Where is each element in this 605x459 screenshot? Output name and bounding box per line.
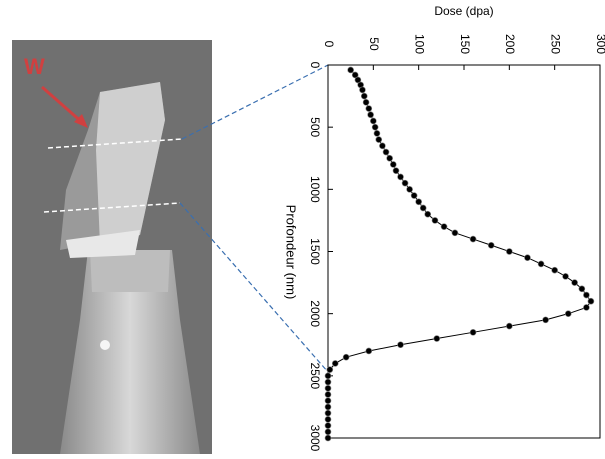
- x-tick-label: 50: [367, 37, 381, 51]
- data-point: [578, 285, 586, 293]
- data-point: [324, 391, 332, 398]
- data-point: [506, 322, 513, 330]
- data-point: [469, 235, 477, 243]
- data-point: [564, 310, 572, 317]
- connector: [179, 202, 329, 373]
- data-point: [362, 99, 370, 106]
- data-point: [389, 161, 397, 168]
- data-point: [587, 297, 595, 305]
- data-point: [379, 142, 386, 150]
- data-point: [571, 279, 578, 286]
- data-point: [365, 347, 373, 355]
- data-point: [419, 204, 427, 212]
- data-point: [331, 360, 339, 367]
- data-point: [469, 329, 477, 336]
- y-tick-label: 3000: [308, 425, 322, 452]
- data-point: [367, 111, 374, 119]
- data-point: [537, 260, 545, 268]
- data-point: [359, 86, 366, 94]
- data-point: [351, 71, 359, 79]
- data-point: [524, 254, 531, 262]
- data-point: [410, 192, 418, 199]
- data-point: [375, 136, 383, 143]
- x-axis-title: Dose (dpa): [434, 4, 493, 18]
- data-point: [397, 173, 404, 181]
- data-point: [365, 105, 373, 112]
- x-tick-label: 100: [412, 34, 426, 54]
- data-point: [386, 154, 393, 162]
- data-point: [433, 335, 441, 342]
- data-point: [324, 372, 332, 380]
- data-point: [342, 353, 350, 361]
- data-point: [551, 266, 558, 274]
- x-tick-label: 0: [322, 41, 336, 48]
- y-tick-label: 2500: [308, 362, 322, 389]
- data-point: [324, 416, 332, 423]
- data-point: [415, 198, 422, 206]
- data-point: [431, 217, 439, 224]
- data-point: [373, 130, 381, 137]
- y-tick-label: 2000: [308, 300, 322, 327]
- data-point: [562, 273, 569, 280]
- data-point: [397, 341, 404, 349]
- data-point: [382, 148, 390, 156]
- data-point: [347, 66, 354, 74]
- plot-frame: [327, 64, 601, 439]
- y-axis-title: Profondeur (nm): [284, 205, 299, 300]
- connector: [181, 64, 329, 140]
- data-point: [392, 167, 400, 174]
- data-point: [324, 422, 332, 429]
- data-point: [506, 248, 513, 255]
- data-point: [324, 434, 332, 442]
- x-tick-label: 250: [548, 34, 562, 54]
- data-line: [327, 69, 592, 438]
- x-tick-label: 200: [503, 34, 517, 54]
- data-point: [451, 229, 459, 237]
- data-point: [324, 409, 332, 417]
- y-tick-label: 0: [308, 62, 322, 69]
- data-point: [324, 384, 332, 392]
- data-point: [371, 123, 379, 131]
- x-tick-label: 300: [594, 34, 605, 54]
- micrograph: W: [12, 40, 212, 454]
- data-point: [324, 428, 332, 436]
- data-point: [360, 92, 368, 100]
- data-point: [401, 179, 409, 187]
- data-point: [583, 304, 590, 311]
- y-tick-label: 1000: [308, 176, 322, 203]
- data-point: [326, 366, 334, 373]
- y-tick-label: 500: [308, 117, 322, 137]
- image-label: W: [24, 54, 45, 79]
- y-tick-label: 1500: [308, 238, 322, 265]
- data-point: [324, 403, 332, 411]
- data-point: [324, 397, 332, 405]
- data-point: [583, 291, 590, 299]
- data-point: [424, 210, 432, 218]
- data-point: [406, 186, 413, 193]
- data-point: [354, 76, 362, 84]
- data-point: [440, 223, 448, 230]
- data-point: [487, 241, 495, 249]
- x-tick-label: 150: [458, 34, 472, 54]
- data-point: [542, 316, 549, 324]
- data-point: [324, 378, 332, 386]
- data-point: [370, 117, 377, 125]
